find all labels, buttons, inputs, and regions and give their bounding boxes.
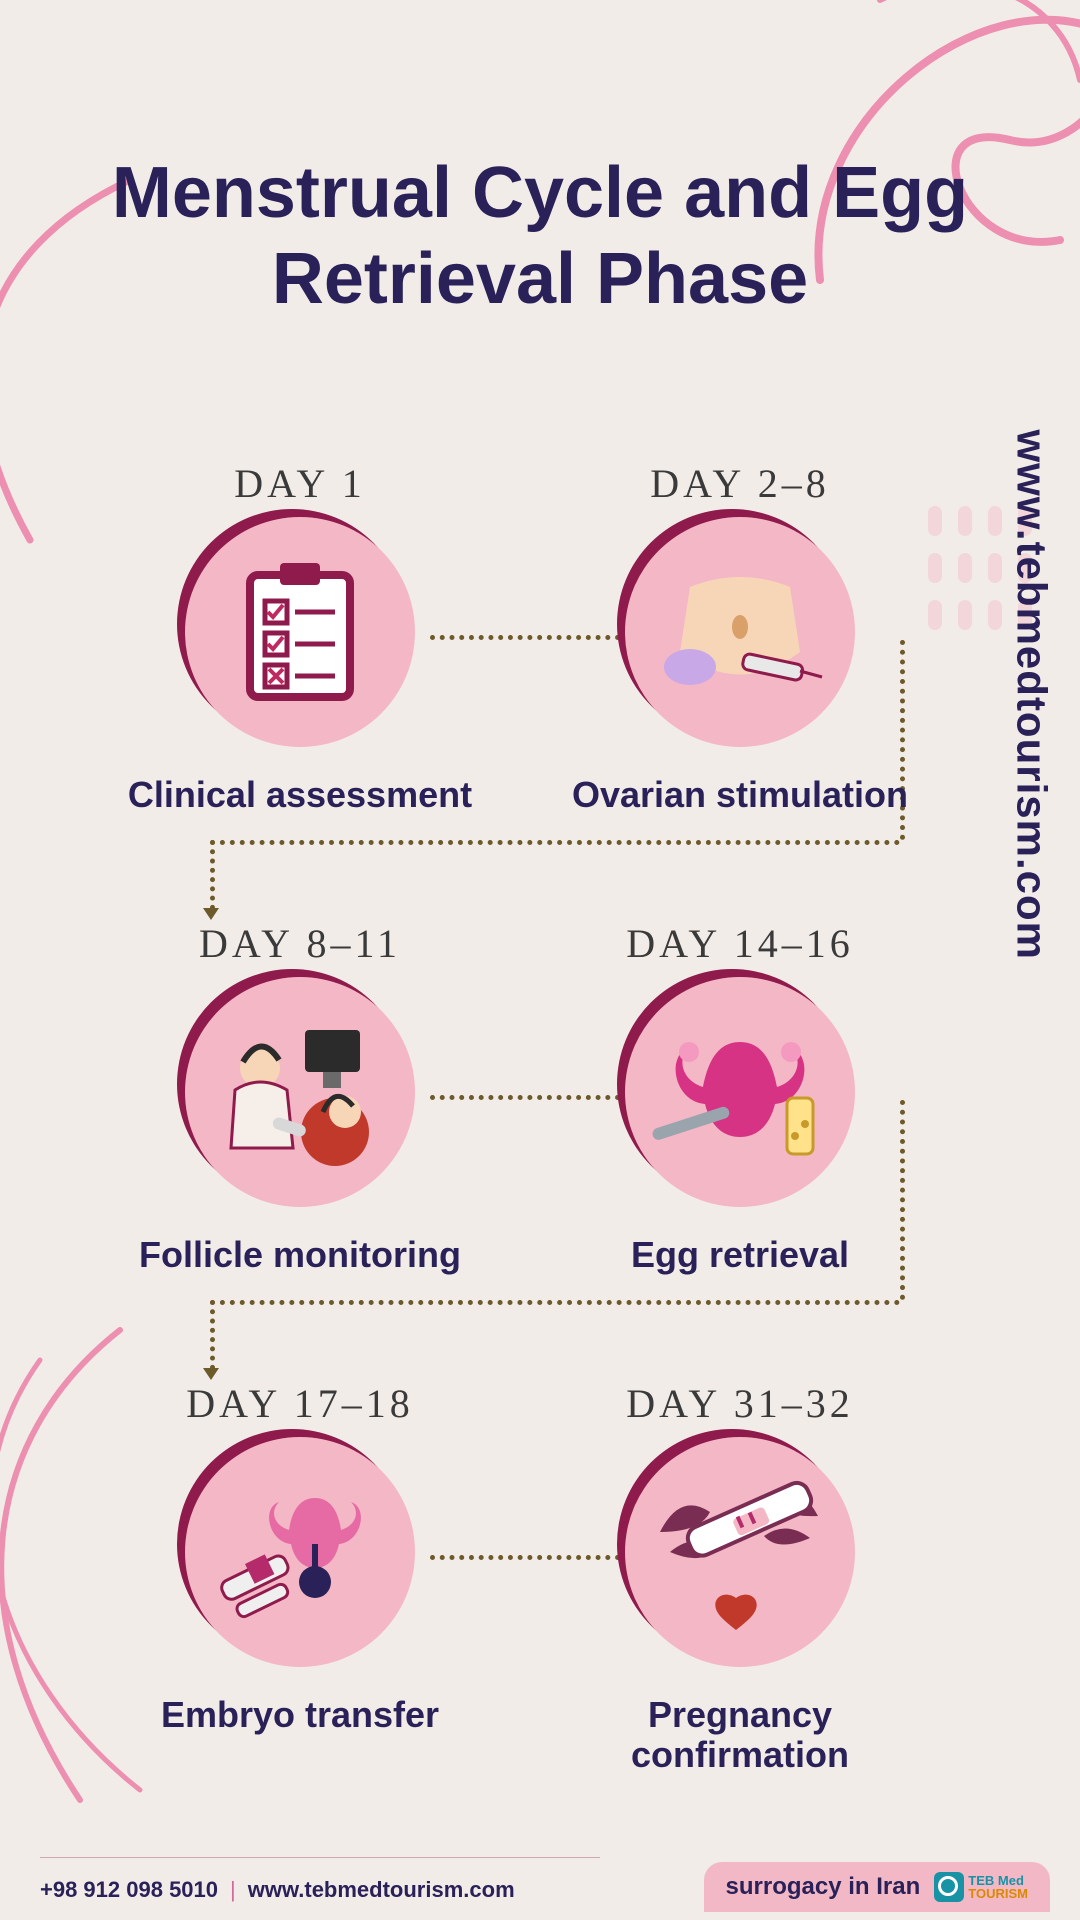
connector-4-5-h xyxy=(210,1300,900,1305)
step-circle xyxy=(185,977,415,1207)
connector-4-5-v xyxy=(210,1300,215,1370)
step-caption: Embryo transfer xyxy=(110,1695,490,1735)
arrow-icon xyxy=(203,908,219,920)
step-4: DAY 14–16 Egg retrieval xyxy=(550,920,930,1275)
pregnancy-test-icon xyxy=(640,1472,840,1632)
footer-pill: surrogacy in Iran TEB Med TOURISM xyxy=(704,1862,1050,1912)
step-2: DAY 2–8 Ovarian stimulation xyxy=(550,460,930,815)
connector-2-3-v xyxy=(210,840,215,910)
day-label: DAY 2–8 xyxy=(550,460,930,507)
step-caption: Ovarian stimulation xyxy=(550,775,930,815)
day-label: DAY 31–32 xyxy=(550,1380,930,1427)
step-3: DAY 8–11 Follicle monitoring xyxy=(110,920,490,1275)
side-url: www.tebmedtourism.com xyxy=(1008,429,1056,960)
day-label: DAY 1 xyxy=(110,460,490,507)
embryo-transfer-icon xyxy=(205,1472,395,1632)
step-circle xyxy=(625,1437,855,1667)
footer-divider xyxy=(40,1857,600,1858)
steps-grid: DAY 1 Clinical assessment DAY 2–8 xyxy=(110,460,930,1770)
step-circle xyxy=(185,1437,415,1667)
step-circle xyxy=(625,517,855,747)
footer-pill-text: surrogacy in Iran xyxy=(726,1873,921,1901)
step-caption: Clinical assessment xyxy=(110,775,490,815)
logo-text: TEB Med TOURISM xyxy=(968,1874,1028,1900)
step-caption: Pregnancy confirmation xyxy=(550,1695,930,1774)
step-circle xyxy=(625,977,855,1207)
footer-phone: +98 912 098 5010 xyxy=(40,1877,218,1903)
logo-line2: TOURISM xyxy=(968,1886,1028,1901)
day-label: DAY 8–11 xyxy=(110,920,490,967)
arrow-icon xyxy=(203,1368,219,1380)
step-caption: Egg retrieval xyxy=(550,1235,930,1275)
logo: TEB Med TOURISM xyxy=(934,1872,1028,1902)
step-5: DAY 17–18 Embryo transfer xyxy=(110,1380,490,1735)
day-label: DAY 14–16 xyxy=(550,920,930,967)
ultrasound-icon xyxy=(205,1012,395,1172)
footer-url: www.tebmedtourism.com xyxy=(248,1877,515,1903)
logo-mark-icon xyxy=(934,1872,964,1902)
day-label: DAY 17–18 xyxy=(110,1380,490,1427)
footer-sep: | xyxy=(230,1877,236,1903)
connector-2-3-h xyxy=(210,840,900,845)
step-caption: Follicle monitoring xyxy=(110,1235,490,1275)
footer: +98 912 098 5010 | www.tebmedtourism.com… xyxy=(0,1860,1080,1920)
step-circle xyxy=(185,517,415,747)
step-1: DAY 1 Clinical assessment xyxy=(110,460,490,815)
step-6: DAY 31–32 Pregnancy confirmation xyxy=(550,1380,930,1774)
injection-icon xyxy=(650,557,830,707)
page-title: Menstrual Cycle and Egg Retrieval Phase xyxy=(0,150,1080,323)
clipboard-icon xyxy=(235,557,365,707)
egg-retrieval-icon xyxy=(645,1012,835,1172)
